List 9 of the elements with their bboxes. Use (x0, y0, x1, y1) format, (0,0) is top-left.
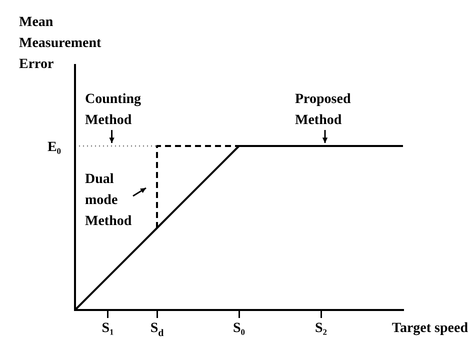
x-tick-label: S₁ (102, 321, 114, 336)
annotation: Dual mode Method (85, 172, 132, 229)
annotation: Counting Method (85, 92, 142, 128)
x-tick-label: S₀ (233, 321, 245, 336)
text: Mean Measurement Error (19, 15, 102, 72)
x-tick-label: S₂ (315, 321, 327, 336)
text: E₀ (47, 140, 62, 155)
annotation: Proposed Method (295, 92, 351, 128)
x-axis-title: Target speed (392, 321, 468, 336)
